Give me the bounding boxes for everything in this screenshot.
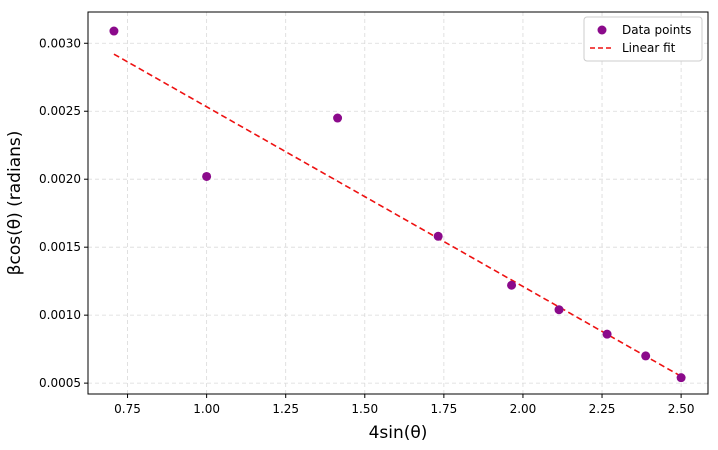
linear-fit-layer: [113, 53, 682, 378]
data-points-layer: [109, 26, 686, 383]
y-tick-label: 0.0020: [39, 172, 81, 186]
plot-frame: [87, 11, 709, 395]
data-point: [433, 231, 443, 241]
x-tick-label: 2.50: [668, 402, 695, 416]
legend-label-linear-fit: Linear fit: [622, 41, 676, 55]
y-tick-label: 0.0015: [39, 240, 81, 254]
y-tick-label: 0.0030: [39, 36, 81, 50]
x-tick-label: 2.00: [510, 402, 537, 416]
x-axis-label: 4sin(θ): [369, 423, 428, 443]
data-point: [641, 351, 651, 361]
data-point: [109, 26, 119, 36]
x-tick-label: 0.75: [114, 402, 141, 416]
x-tick-label: 1.00: [193, 402, 220, 416]
data-point: [333, 113, 343, 123]
x-tick-label: 1.50: [351, 402, 378, 416]
legend-label-data-points: Data points: [622, 23, 691, 37]
y-tick-label: 0.0005: [39, 376, 81, 390]
data-point: [507, 280, 517, 290]
x-tick-label: 2.25: [589, 402, 616, 416]
legend-box: [583, 16, 703, 62]
data-point: [202, 171, 212, 181]
data-point: [554, 305, 564, 315]
y-axis-label: βcos(θ) (radians): [5, 131, 25, 276]
legend-marker-data-points: [597, 25, 607, 35]
x-tick-label: 1.75: [431, 402, 458, 416]
legend: Data points Linear fit: [583, 16, 703, 62]
x-tick-label: 1.25: [272, 402, 299, 416]
y-axis: 0.0005 0.0010 0.0015 0.0020 0.0025 0.0030: [39, 36, 88, 390]
grid: [88, 12, 708, 394]
linear-fit-line: [113, 53, 682, 378]
data-point: [676, 373, 686, 383]
y-tick-label: 0.0025: [39, 104, 81, 118]
y-tick-label: 0.0010: [39, 308, 81, 322]
data-point: [602, 329, 612, 339]
x-axis: 0.75 1.00 1.25 1.50 1.75 2.00 2.25 2.50: [114, 394, 694, 416]
